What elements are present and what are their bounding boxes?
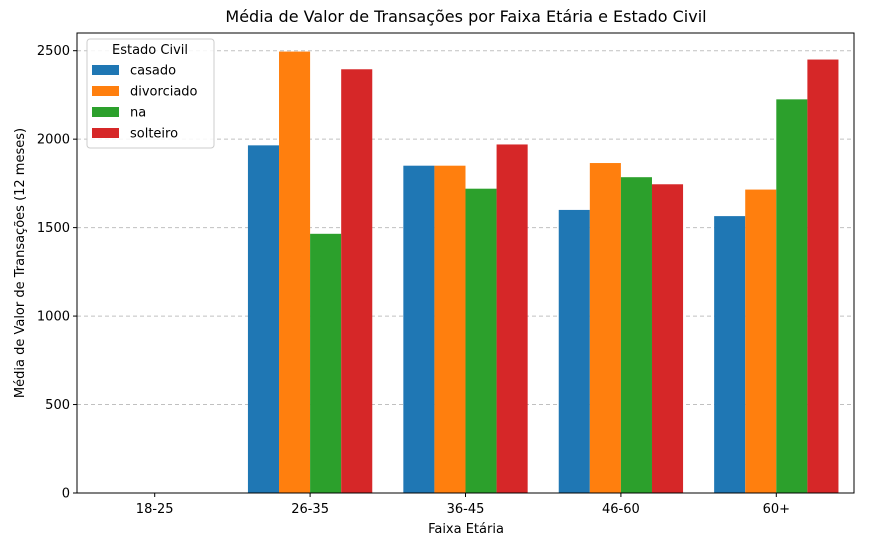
legend-swatch-casado [92, 65, 119, 75]
legend-label-divorciado: divorciado [130, 85, 198, 100]
x-tick-label: 60+ [763, 502, 790, 517]
bar-divorciado [589, 163, 621, 494]
bar-na [465, 188, 497, 493]
bar-na [776, 99, 808, 493]
legend-swatch-divorciado [92, 86, 119, 96]
bar-divorciado [434, 165, 466, 493]
y-axis-ticks: 0 500 1000 1500 2000 2500 [37, 44, 77, 502]
bar-divorciado [745, 189, 777, 494]
bar-divorciado [279, 51, 311, 493]
bar-na [620, 177, 652, 493]
bar-solteiro [651, 184, 684, 493]
x-axis-ticks: 18-25 26-35 36-45 46-60 60+ [136, 493, 790, 517]
legend-label-na: na [130, 106, 146, 121]
y-tick-label: 2500 [37, 44, 70, 59]
y-tick-label: 0 [62, 487, 70, 502]
legend-items: casado divorciado na solteiro [92, 64, 198, 142]
legend-label-casado: casado [130, 64, 176, 79]
y-tick-label: 2000 [37, 133, 70, 148]
x-tick-label: 18-25 [136, 502, 174, 517]
y-tick-label: 1000 [37, 310, 70, 325]
bars [247, 51, 839, 494]
bar-casado [403, 165, 435, 493]
y-tick-label: 500 [45, 398, 70, 413]
legend-title: Estado Civil [112, 43, 188, 58]
bar-casado [714, 216, 746, 493]
bar-solteiro [807, 59, 839, 494]
legend-swatch-solteiro [92, 128, 119, 138]
legend-label-solteiro: solteiro [130, 127, 178, 142]
bar-solteiro [496, 144, 528, 493]
bar-casado [247, 145, 280, 493]
bar-solteiro [341, 69, 373, 494]
x-tick-label: 36-45 [447, 502, 485, 517]
bar-na [310, 233, 342, 494]
x-tick-label: 26-35 [291, 502, 329, 517]
x-tick-label: 46-60 [602, 502, 640, 517]
y-axis-label: Média de Valor de Transações (12 meses) [13, 128, 28, 398]
legend-swatch-na [92, 107, 119, 117]
legend: Estado Civil casado divorciado na solteiro [86, 38, 215, 149]
bar-casado [558, 209, 590, 493]
x-axis-label: Faixa Etária [428, 522, 504, 534]
y-tick-label: 1500 [37, 221, 70, 236]
chart-title: Média de Valor de Transações por Faixa E… [225, 7, 706, 26]
